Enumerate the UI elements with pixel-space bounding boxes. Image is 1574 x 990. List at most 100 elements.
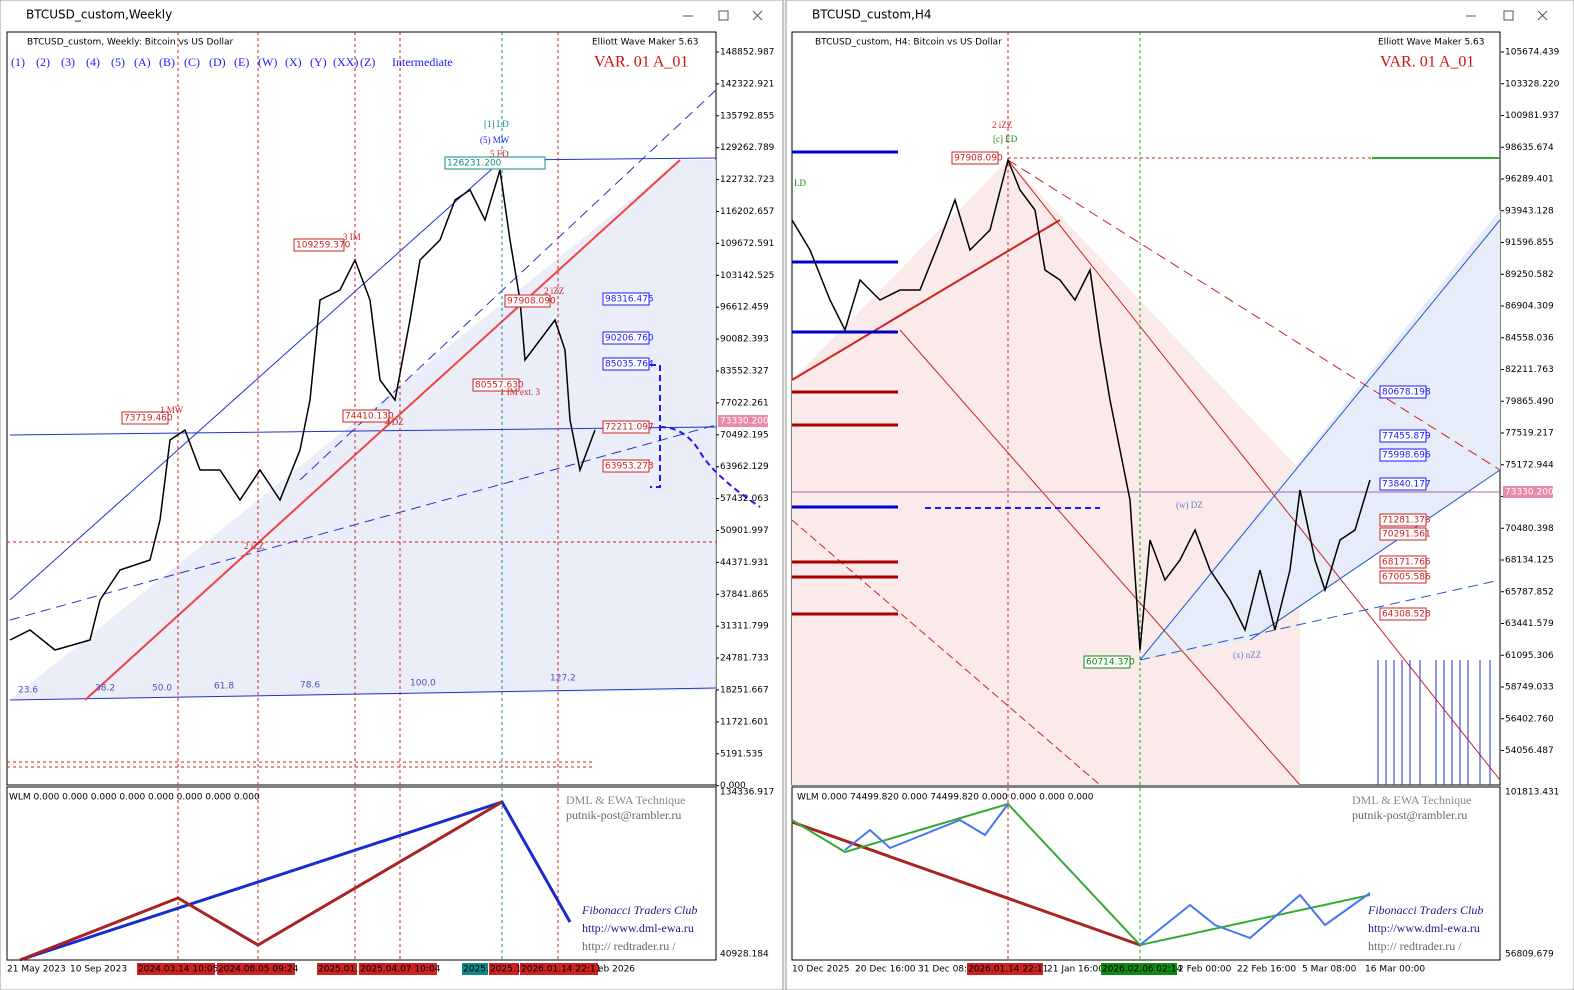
wave-button[interactable]: (3) [61, 55, 75, 69]
wave-button[interactable]: (E) [234, 55, 249, 69]
variant-label: VAR. 01 A_01 [594, 54, 688, 71]
time-axis-label: 2026.02.06 02:14 [1102, 965, 1183, 975]
time-highlight [137, 963, 215, 975]
wave-button[interactable]: (Y) [310, 55, 327, 69]
time-highlight [520, 963, 598, 975]
price-label: 85035.764 [605, 360, 654, 370]
left-sub-area [6, 786, 717, 961]
time-axis-label: 5 Mar 08:00 [1302, 965, 1357, 975]
price-axis-label: 103328.220 [1505, 79, 1560, 89]
price-axis-label: 44371.931 [720, 558, 769, 568]
footer-text: http://www.dml-ewa.ru [1368, 921, 1480, 935]
indicator-name: Elliott Wave Maker 5.63 [592, 38, 698, 48]
wave-button[interactable]: (X) [285, 55, 302, 69]
price-axis-label: 24781.733 [720, 654, 769, 664]
sub-axis-label: 101813.431 [1505, 788, 1559, 798]
price-label-box [121, 411, 169, 425]
wave-button[interactable]: (4) [86, 55, 100, 69]
time-axis-label: 2025. [463, 965, 489, 975]
price-axis-label: 91596.855 [1505, 238, 1554, 248]
time-axis-label: 2025.01.2 [318, 965, 364, 975]
price-label-box [1379, 607, 1427, 621]
footer-text: http:// redtrader.ru / [582, 939, 676, 953]
wave-button[interactable]: (W) [258, 55, 277, 69]
wave-button[interactable]: Intermediate [392, 55, 453, 69]
sub-axis-label: 56809.679 [1505, 950, 1554, 960]
price-label: 73719.460 [124, 414, 173, 424]
price-label: 68171.766 [1382, 558, 1431, 568]
price-axis-label: 90082.393 [720, 335, 769, 345]
wave-button[interactable]: (XX) [333, 55, 358, 69]
price-label-box [951, 151, 999, 165]
fib-label: 23.6 [18, 686, 38, 696]
price-label: 60714.370 [1086, 658, 1135, 668]
price-axis-label: 105674.439 [1505, 48, 1560, 58]
time-axis-label: 22 Feb 16:00 [1237, 965, 1296, 975]
chart-header: BTCUSD_custom, Weekly: Bitcoin vs US Dol… [27, 38, 233, 48]
price-label: 73840.177 [1382, 480, 1431, 490]
footer-text: putnik-post@rambler.ru [566, 808, 681, 822]
volume-bars [1377, 660, 1491, 785]
price-axis-label: 86904.309 [1505, 302, 1554, 312]
footer-text: http:// redtrader.ru / [1368, 939, 1462, 953]
price-axis-label: 65787.852 [1505, 587, 1554, 597]
wave-button[interactable]: (Z) [360, 55, 375, 69]
price-label-box [1379, 477, 1427, 491]
wave-label: (5) MW [480, 135, 510, 145]
current-price: 73330.200 [1505, 488, 1554, 498]
window-controls[interactable] [683, 10, 1548, 21]
wave-label: 1 MW [160, 405, 184, 415]
footer-text: DML & EWA Technique [1352, 793, 1471, 807]
time-axis-label: 2025.1 [490, 965, 522, 975]
sub-axis-label: 40928.184 [720, 950, 769, 960]
channel-lines [792, 219, 1501, 661]
time-highlight [489, 963, 519, 975]
price-axis-label: 122732.723 [720, 175, 774, 185]
price-axis-label: 58749.033 [1505, 683, 1554, 693]
price-axis-label: 100981.937 [1505, 111, 1559, 121]
wave-label: 2 iZZ [244, 541, 264, 551]
indicator-name: Elliott Wave Maker 5.63 [1378, 38, 1484, 48]
wave-button[interactable]: (C) [184, 55, 200, 69]
wave-button[interactable]: (5) [111, 55, 125, 69]
price-label: 72211.097 [605, 423, 654, 433]
wave-button[interactable]: (1) [11, 55, 25, 69]
time-axis-label: 2024.03.14 10:05 [138, 965, 218, 975]
price-label-box [472, 378, 520, 392]
price-label-box [1379, 448, 1427, 462]
price-axis-label: 70492.195 [720, 430, 769, 440]
price-axis-label: 5191.535 [720, 749, 763, 759]
price-label: 80557.630 [475, 381, 524, 391]
footer-text: Fibonacci Traders Club [1367, 903, 1483, 917]
channel-lines [9, 89, 717, 701]
price-axis-label: 89250.582 [1505, 270, 1554, 280]
time-highlight [317, 963, 357, 975]
wave-button[interactable]: (A) [134, 55, 151, 69]
price-axis-label: 63962.129 [720, 462, 769, 472]
time-axis-label: 2026.01.14 22:11 [521, 965, 601, 975]
time-axis-label: 20 Dec 16:00 [855, 965, 916, 975]
chart-header: BTCUSD_custom, H4: Bitcoin vs US Dollar [815, 38, 1002, 48]
footer-text: http://www.dml-ewa.ru [582, 921, 694, 935]
price-axis-label: 31311.799 [720, 622, 769, 632]
time-axis-label: 2024.08.05 09:24 [218, 965, 299, 975]
price-label: 74410.130 [345, 412, 394, 422]
price-axis-label: 63441.579 [1505, 619, 1554, 629]
sub-lines [19, 800, 1371, 962]
price-label-box [293, 238, 345, 252]
footer-text: putnik-post@rambler.ru [1352, 808, 1467, 822]
fib-label: 50.0 [152, 684, 172, 694]
price-axis-label: 142322.921 [720, 79, 774, 89]
time-highlight [967, 963, 1043, 975]
wave-button[interactable]: (2) [36, 55, 50, 69]
footer-text: DML & EWA Technique [566, 793, 685, 807]
wave-label: 2 iZZ [992, 120, 1012, 130]
price-label-box [1379, 513, 1427, 527]
price-label-box [1379, 527, 1427, 541]
wave-button[interactable]: (B) [159, 55, 175, 69]
variant-label: VAR. 01 A_01 [1380, 54, 1474, 71]
wave-button[interactable]: (D) [209, 55, 226, 69]
price-label-box [602, 292, 650, 306]
time-axis-label: 21 May 2023 [7, 965, 66, 975]
